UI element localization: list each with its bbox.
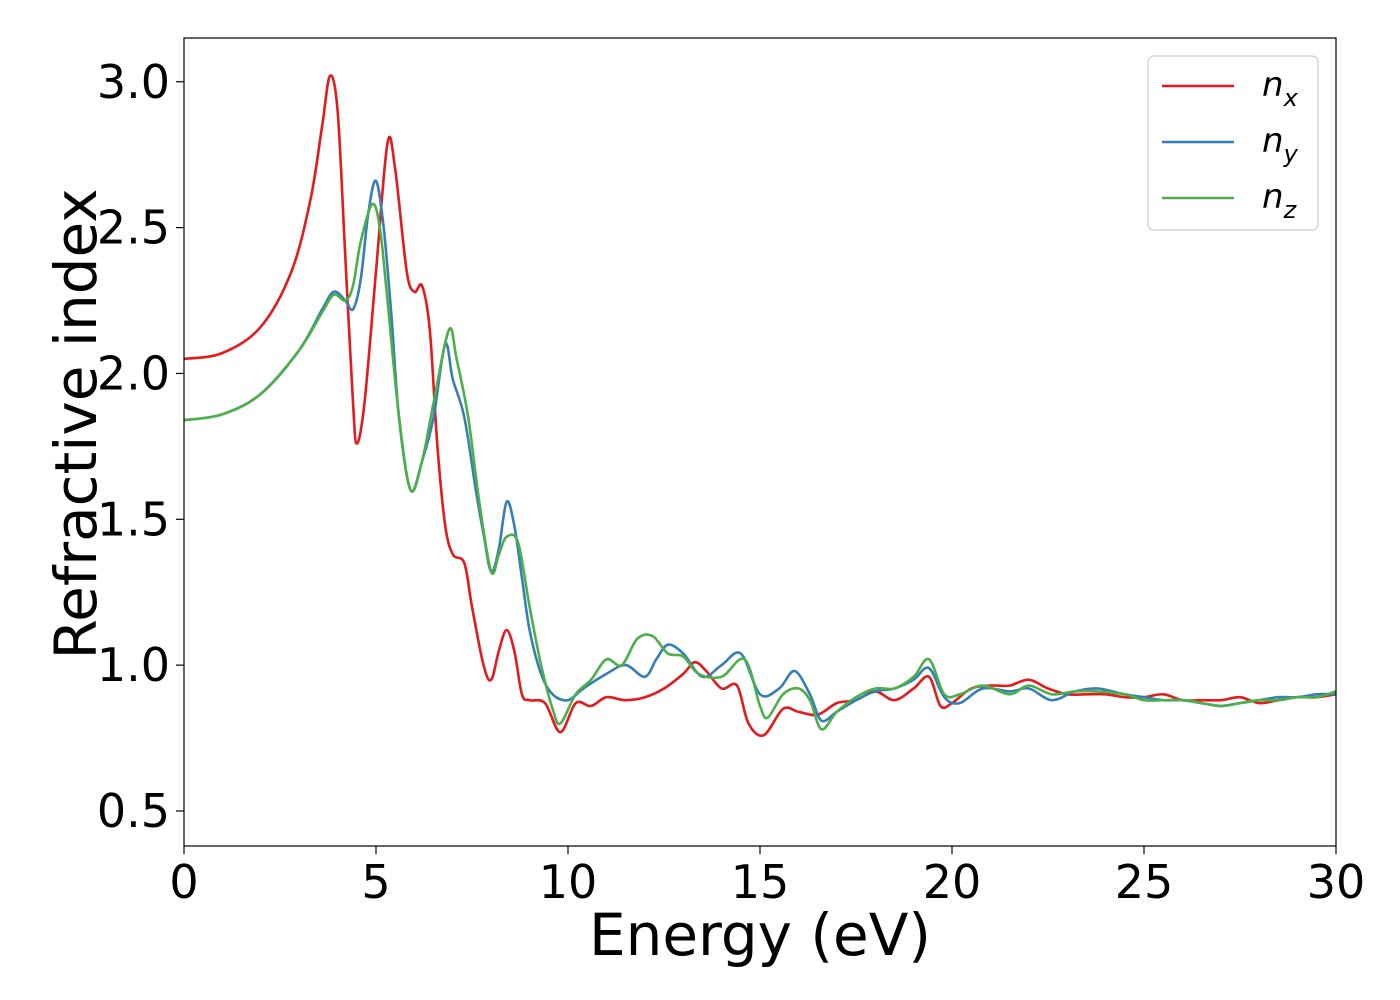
legend-entry-label: nz [1262,177,1298,224]
series-line-ny [184,179,1336,723]
x-tick-label: 20 [923,855,982,909]
series-line-nz [184,202,1336,731]
x-axis-label: Energy (eV) [589,901,931,969]
legend: nx ny nz [1147,55,1319,231]
x-tick-label: 25 [1115,855,1174,909]
y-axis-label: Refractive index [42,188,110,659]
y-tick-label: 2.5 [97,201,170,255]
y-tick-label: 3.0 [97,55,170,109]
x-tick-label: 10 [539,855,598,909]
x-axis-ticks: 0 5 10 15 20 25 30 [169,846,1365,909]
y-axis-ticks: 0.5 1.0 1.5 2.0 2.5 3.0 [97,55,184,838]
y-tick-label: 1.5 [97,492,170,546]
legend-entry-label: nx [1262,65,1299,112]
y-tick-label: 2.0 [97,346,170,400]
y-tick-label: 0.5 [97,784,170,838]
series-line-nx [184,74,1336,738]
x-tick-label: 30 [1307,855,1366,909]
x-tick-label: 0 [169,855,198,909]
y-tick-label: 1.0 [97,638,170,692]
x-tick-label: 5 [361,855,390,909]
legend-entry-label: ny [1262,121,1299,168]
x-tick-label: 15 [731,855,790,909]
plot-lines [184,74,1336,738]
